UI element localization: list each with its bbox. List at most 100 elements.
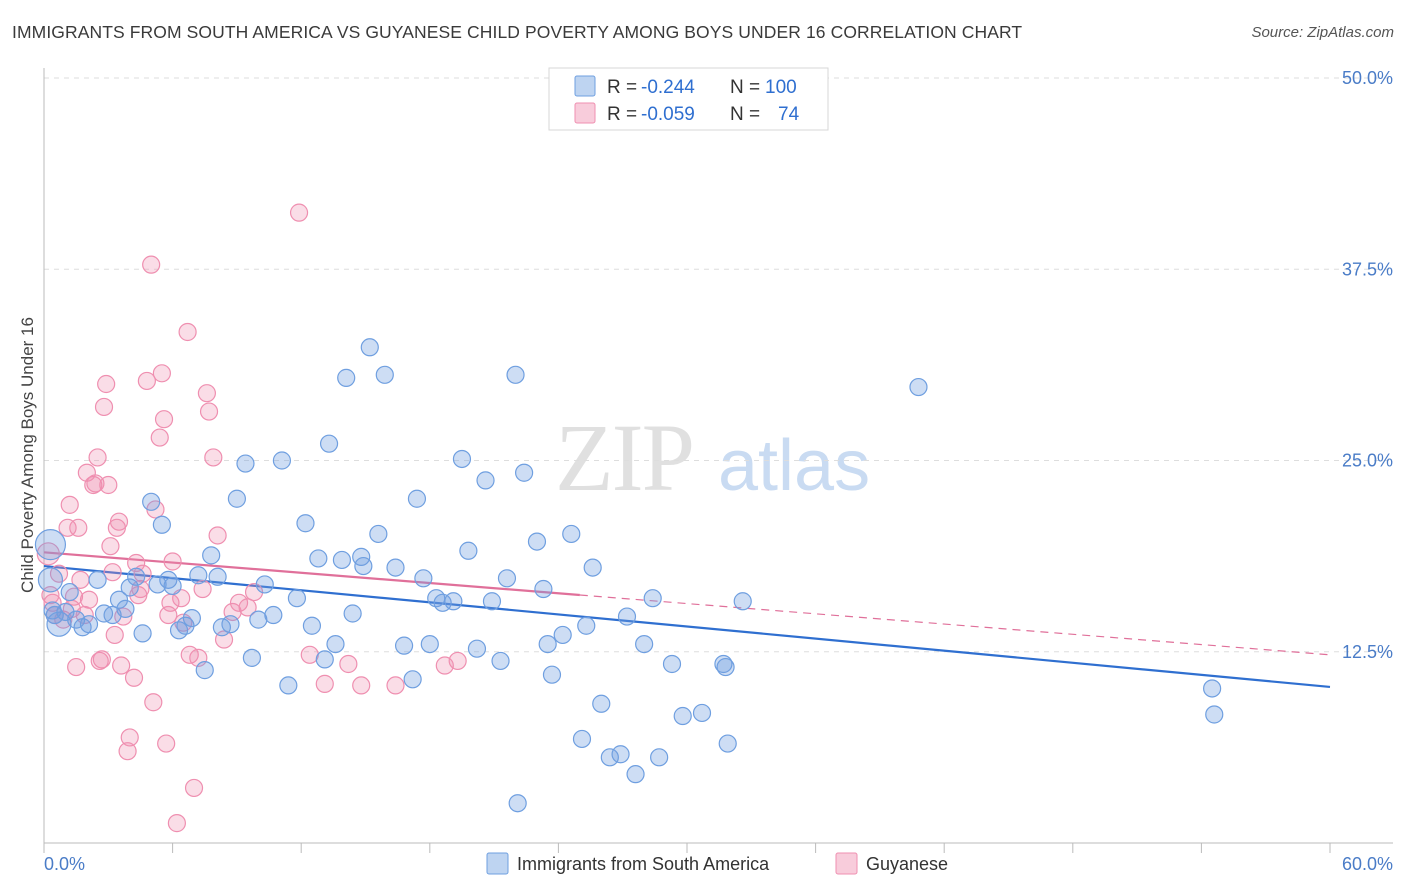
point-immigrants-south-america — [169, 621, 189, 640]
point-immigrants-south-america — [375, 365, 394, 384]
point-immigrants-south-america — [109, 590, 129, 609]
point-guyanese — [300, 645, 319, 664]
point-guyanese — [289, 203, 309, 222]
point-immigrants-south-america — [46, 611, 72, 637]
point-immigrants-south-america — [626, 765, 645, 784]
point-immigrants-south-america — [515, 463, 534, 482]
point-immigrants-south-america — [152, 515, 171, 534]
bottom-legend-label-pink: Guyanese — [866, 854, 948, 874]
point-immigrants-south-america — [302, 616, 322, 635]
point-guyanese — [120, 728, 139, 747]
point-immigrants-south-america — [142, 492, 161, 511]
point-guyanese — [137, 371, 156, 391]
point-immigrants-south-america — [467, 639, 487, 658]
point-guyanese — [127, 553, 146, 573]
point-immigrants-south-america — [497, 569, 517, 588]
point-immigrants-south-america — [127, 567, 146, 586]
legend-r-label-2: R = — [607, 104, 637, 125]
legend-n-label-1: N = — [730, 77, 760, 98]
point-immigrants-south-america — [279, 676, 298, 695]
point-guyanese — [142, 255, 161, 274]
point-guyanese — [49, 564, 69, 583]
point-immigrants-south-america — [354, 556, 373, 576]
point-immigrants-south-america — [427, 589, 446, 608]
point-guyanese — [339, 654, 358, 674]
point-guyanese — [88, 448, 107, 467]
point-immigrants-south-america — [909, 377, 928, 397]
point-immigrants-south-america — [482, 592, 502, 611]
y-axis-label: Child Poverty Among Boys Under 16 — [18, 317, 37, 593]
point-guyanese — [67, 657, 86, 677]
point-immigrants-south-america — [542, 665, 562, 684]
point-guyanese — [184, 778, 204, 798]
point-guyanese — [60, 495, 79, 514]
point-immigrants-south-america — [369, 524, 388, 544]
point-immigrants-south-america — [1203, 679, 1222, 698]
point-immigrants-south-america — [60, 582, 79, 602]
point-immigrants-south-america — [337, 368, 356, 387]
point-immigrants-south-america — [452, 449, 472, 469]
point-guyanese — [97, 374, 116, 394]
point-guyanese — [109, 512, 129, 531]
point-guyanese — [238, 598, 257, 617]
point-guyanese — [178, 322, 197, 342]
point-immigrants-south-america — [319, 434, 339, 453]
point-guyanese — [154, 410, 174, 429]
point-immigrants-south-america — [309, 549, 328, 568]
point-immigrants-south-america — [394, 636, 414, 655]
point-immigrants-south-america — [249, 610, 268, 629]
point-guyanese — [208, 526, 227, 545]
point-guyanese — [199, 402, 219, 421]
point-guyanese — [103, 563, 122, 582]
point-immigrants-south-america — [673, 706, 692, 726]
point-immigrants-south-america — [148, 575, 167, 594]
point-guyanese — [167, 814, 186, 833]
point-immigrants-south-america — [534, 579, 553, 599]
point-immigrants-south-america — [88, 570, 107, 589]
point-guyanese — [448, 651, 467, 671]
point-immigrants-south-america — [264, 605, 283, 625]
legend-n-label-2: N = — [730, 104, 760, 125]
point-immigrants-south-america — [45, 605, 64, 625]
gridlines — [44, 77, 1393, 653]
point-immigrants-south-america — [617, 607, 637, 626]
point-immigrants-south-america — [34, 529, 67, 561]
point-immigrants-south-america — [491, 651, 510, 671]
point-immigrants-south-america — [407, 489, 427, 508]
point-immigrants-south-america — [1205, 705, 1224, 724]
point-immigrants-south-america — [386, 558, 405, 577]
point-immigrants-south-america — [508, 794, 527, 813]
legend-r-value-2: -0.059 — [641, 104, 695, 125]
chart-source: Source: ZipAtlas.com — [1251, 24, 1394, 41]
point-guyanese — [58, 518, 77, 537]
point-immigrants-south-america — [255, 575, 274, 594]
point-guyanese — [124, 668, 144, 687]
point-immigrants-south-america — [592, 694, 611, 713]
point-immigrants-south-america — [236, 454, 255, 473]
point-immigrants-south-america — [577, 616, 596, 635]
point-immigrants-south-america — [116, 599, 135, 619]
point-guyanese — [112, 656, 131, 675]
axes: 12.5% 25.0% 37.5% 50.0% — [43, 68, 1393, 853]
point-immigrants-south-america — [635, 634, 654, 654]
legend-n-value-1: 100 — [765, 77, 797, 98]
point-immigrants-south-america — [583, 558, 602, 577]
watermark-zip: ZIP — [555, 404, 693, 511]
point-guyanese — [163, 552, 182, 571]
point-immigrants-south-america — [718, 734, 737, 753]
point-guyanese — [99, 475, 118, 495]
point-immigrants-south-america — [242, 648, 262, 667]
point-immigrants-south-america — [403, 670, 422, 689]
point-immigrants-south-america — [221, 615, 240, 634]
point-immigrants-south-america — [163, 576, 182, 596]
point-immigrants-south-america — [716, 657, 735, 677]
legend-swatch-blue — [574, 75, 596, 97]
point-guyanese — [79, 590, 99, 609]
point-immigrants-south-america — [227, 489, 246, 508]
y-tick-label: 25.0% — [1342, 451, 1393, 471]
legend-swatch-pink — [574, 102, 596, 124]
point-guyanese — [94, 397, 114, 417]
point-immigrants-south-america — [360, 338, 379, 357]
point-immigrants-south-america — [600, 748, 619, 767]
bottom-legend-swatch-pink — [835, 852, 858, 875]
